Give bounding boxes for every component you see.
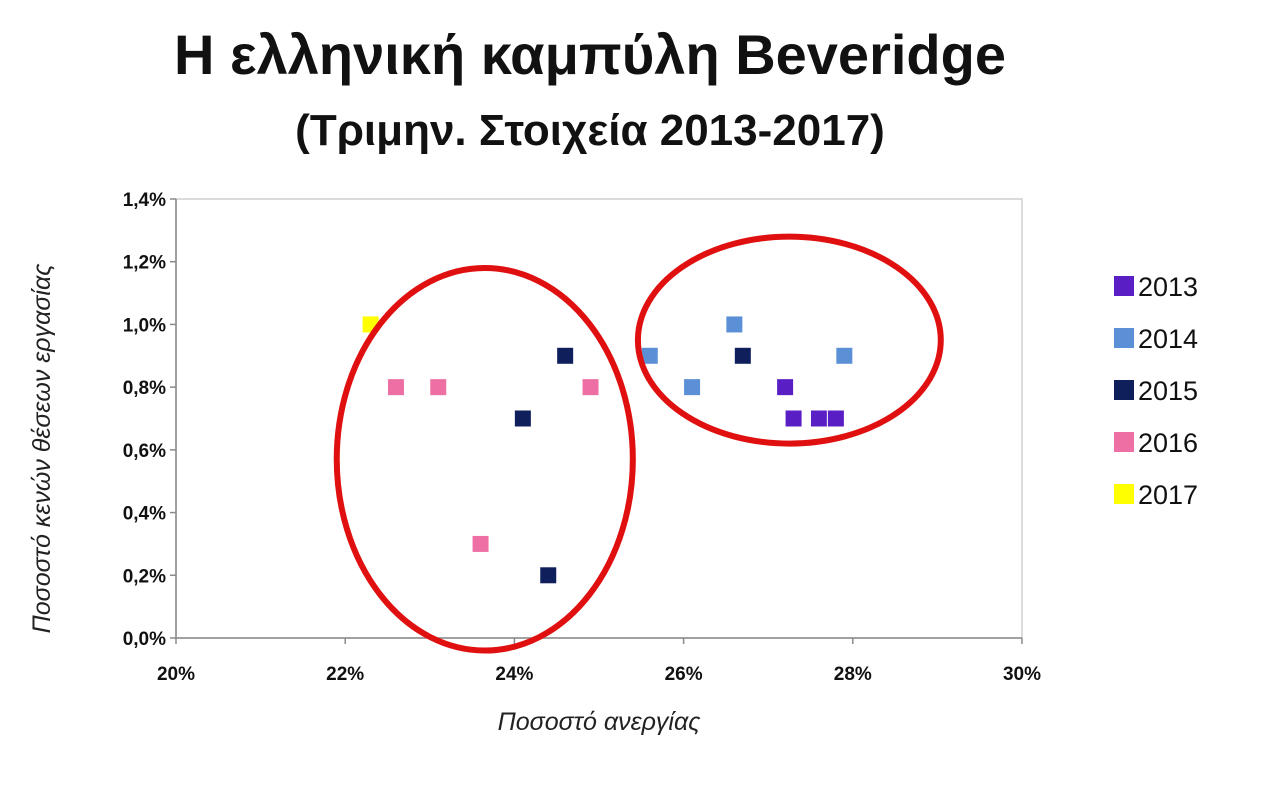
legend-swatch-2016 bbox=[1114, 432, 1134, 452]
axes bbox=[170, 198, 1023, 644]
data-point-2015 bbox=[733, 346, 752, 365]
legend-label-2015: 2015 bbox=[1138, 376, 1198, 406]
legend-swatch-2014 bbox=[1114, 328, 1134, 348]
y-axis-title: Ποσοστό κενών θέσεων εργασίας bbox=[28, 263, 56, 634]
data-points bbox=[361, 315, 854, 585]
highlight-ellipse bbox=[634, 233, 944, 447]
data-point-2013 bbox=[826, 409, 845, 428]
data-point-2013 bbox=[784, 409, 803, 428]
y-tick-label: 0,0% bbox=[123, 629, 166, 650]
y-tick-label: 1,2% bbox=[123, 253, 166, 274]
data-point-2014 bbox=[725, 315, 744, 334]
x-axis-title: Ποσοστό ανεργίας bbox=[498, 708, 702, 736]
chart-subtitle: (Τριμην. Στοιχεία 2013-2017) bbox=[295, 106, 885, 155]
data-point-2013 bbox=[776, 378, 795, 397]
legend-swatch-2017 bbox=[1114, 484, 1134, 504]
legend-label-2013: 2013 bbox=[1138, 272, 1198, 302]
legend: 2013 2014 2015 2016 2017 bbox=[1114, 272, 1198, 510]
highlight-ellipse bbox=[333, 264, 636, 654]
data-point-2015 bbox=[539, 566, 558, 585]
x-tick-label: 30% bbox=[1003, 664, 1041, 685]
data-point-2016 bbox=[386, 378, 405, 397]
y-tick-label: 0,8% bbox=[123, 378, 166, 399]
data-point-2016 bbox=[581, 378, 600, 397]
legend-label-2014: 2014 bbox=[1138, 324, 1198, 354]
x-tick-label: 20% bbox=[157, 664, 195, 685]
y-tick-label: 0,2% bbox=[123, 566, 166, 587]
legend-swatch-2013 bbox=[1114, 276, 1134, 296]
x-tick-label: 26% bbox=[665, 664, 703, 685]
x-tick-label: 22% bbox=[326, 664, 364, 685]
plot-area bbox=[175, 198, 1023, 639]
x-tick-label: 24% bbox=[495, 664, 533, 685]
data-point-2015 bbox=[513, 409, 532, 428]
data-point-2015 bbox=[556, 346, 575, 365]
y-tick-label: 1,4% bbox=[123, 190, 166, 211]
data-point-2016 bbox=[429, 378, 448, 397]
data-point-2016 bbox=[471, 534, 490, 553]
y-tick-label: 1,0% bbox=[123, 315, 166, 336]
legend-label-2017: 2017 bbox=[1138, 480, 1198, 510]
chart-title: Η ελληνική καμπύλη Beveridge bbox=[174, 23, 1006, 86]
data-point-2014 bbox=[683, 378, 702, 397]
y-tick-label: 0,6% bbox=[123, 441, 166, 462]
legend-swatch-2015 bbox=[1114, 380, 1134, 400]
data-point-2013 bbox=[809, 409, 828, 428]
legend-label-2016: 2016 bbox=[1138, 428, 1198, 458]
tick-labels: 0,0% 0,2% 0,4% 0,6% 0,8% 1,0% 1,2% 1,4% 20% 22% 24… bbox=[123, 190, 1041, 685]
x-tick-label: 28% bbox=[834, 664, 872, 685]
circled-groups bbox=[333, 233, 944, 654]
data-point-2014 bbox=[835, 346, 854, 365]
y-tick-label: 0,4% bbox=[123, 504, 166, 525]
